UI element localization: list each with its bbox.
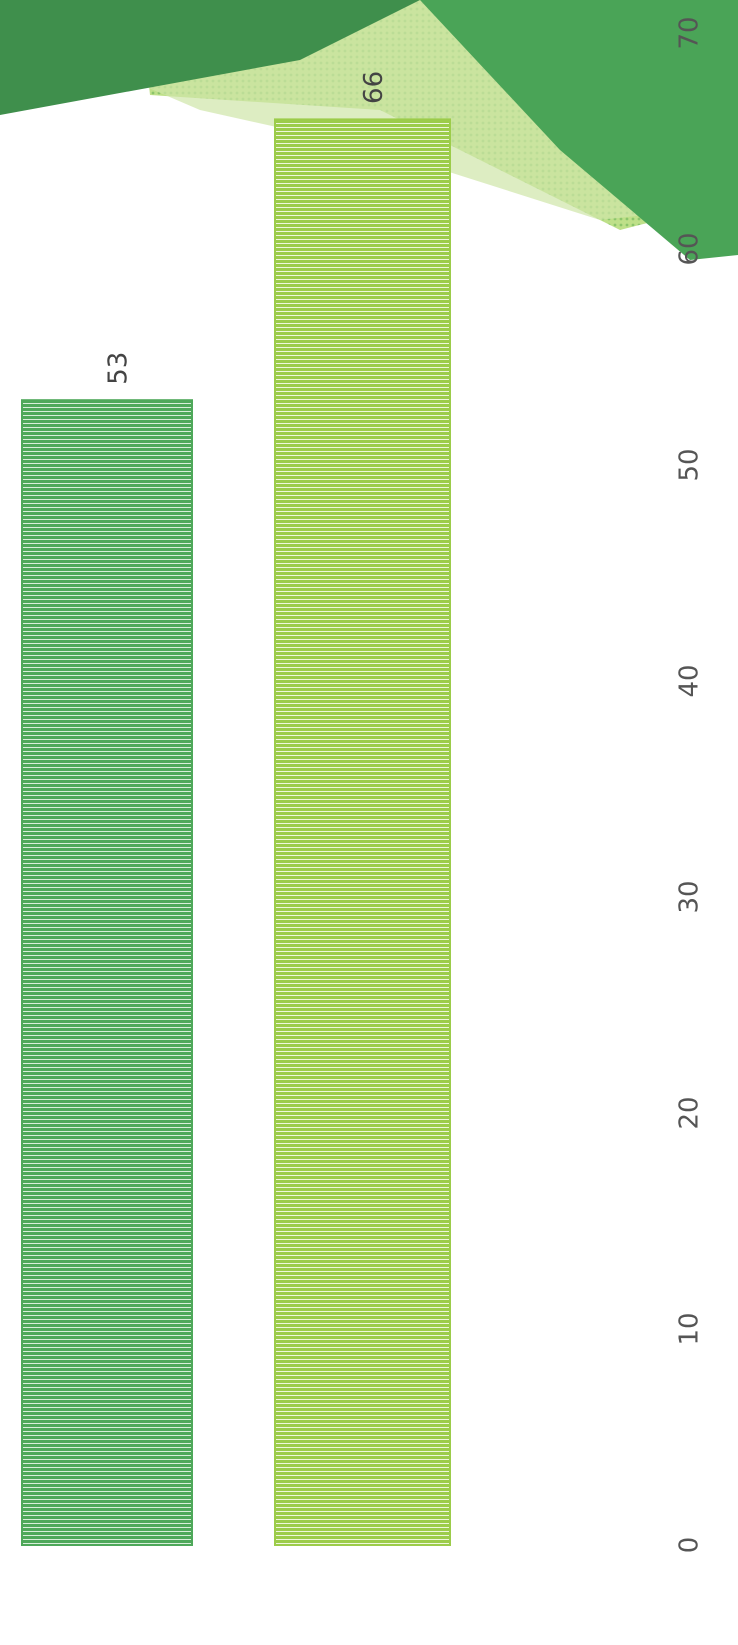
axis-tick-label-50: 50 bbox=[675, 448, 705, 481]
bars-group bbox=[21, 118, 451, 1547]
bar-2 bbox=[274, 118, 451, 1546]
axis-tick-label-60: 60 bbox=[675, 232, 705, 265]
axis-tick-label-40: 40 bbox=[675, 664, 705, 697]
axis-tick-label-20: 20 bbox=[675, 1096, 705, 1129]
deco-shape-dark bbox=[0, 0, 420, 115]
axis-tick-label-70: 70 bbox=[675, 16, 705, 49]
axis-tick-label-0: 0 bbox=[675, 1537, 705, 1554]
bar-value-label-1: 53 bbox=[104, 352, 134, 385]
decorative-shapes bbox=[0, 0, 738, 260]
axis-tick-label-10: 10 bbox=[675, 1312, 705, 1345]
bar-value-label-2: 66 bbox=[359, 71, 389, 104]
value-labels-group: 53 66 bbox=[104, 71, 390, 385]
bar-1 bbox=[21, 399, 193, 1547]
axis-tick-label-30: 30 bbox=[675, 880, 705, 913]
deco-shape-mid bbox=[420, 0, 738, 260]
axis-ticks-group: 0 10 20 30 40 50 60 70 bbox=[675, 16, 705, 1553]
